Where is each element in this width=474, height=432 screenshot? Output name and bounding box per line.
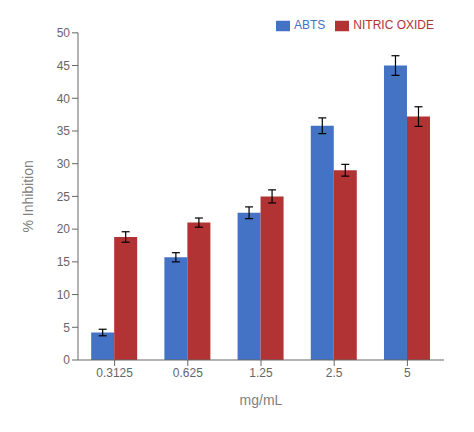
svg-text:50: 50 (57, 26, 71, 40)
svg-text:% Inhibition: % Inhibition (20, 160, 36, 232)
svg-text:20: 20 (57, 222, 71, 236)
svg-text:1.25: 1.25 (249, 366, 273, 380)
html-text:NITRIC OXIDE: NITRIC OXIDE (353, 18, 434, 32)
svg-text:15: 15 (57, 255, 71, 269)
svg-text:0: 0 (63, 353, 70, 367)
svg-text:25: 25 (57, 190, 71, 204)
svg-text:5: 5 (404, 366, 411, 380)
svg-text:40: 40 (57, 92, 71, 106)
svg-text:45: 45 (57, 59, 71, 73)
html-text:ABTS: ABTS (294, 18, 326, 32)
svg-text:0.3125: 0.3125 (96, 366, 133, 380)
svg-text:30: 30 (57, 157, 71, 171)
svg-text:5: 5 (63, 321, 70, 335)
svg-text:0.625: 0.625 (173, 366, 203, 380)
svg-text:mg/mL: mg/mL (240, 392, 283, 408)
svg-text:2.5: 2.5 (326, 366, 343, 380)
svg-text:35: 35 (57, 124, 71, 138)
svg-text:10: 10 (57, 288, 71, 302)
